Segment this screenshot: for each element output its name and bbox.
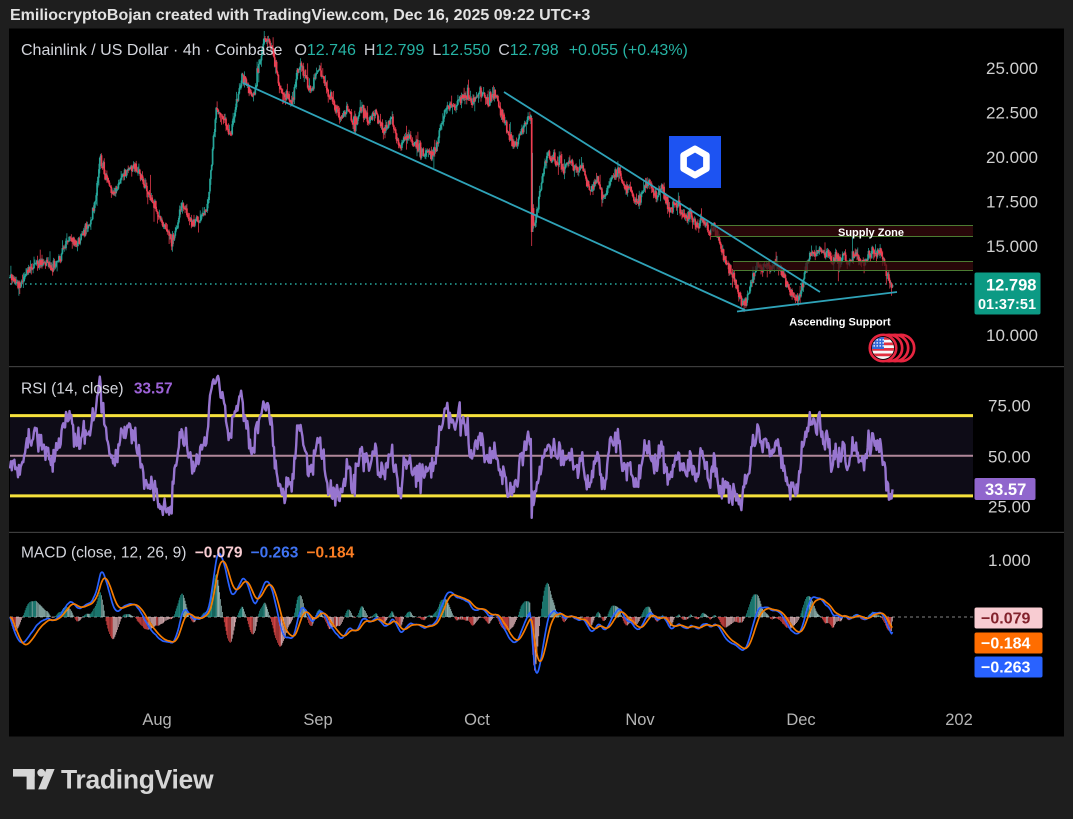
svg-text:25.00: 25.00 xyxy=(988,498,1031,517)
svg-text:EmiliocryptoBojan created with: EmiliocryptoBojan created with TradingVi… xyxy=(10,7,590,24)
svg-text:50.00: 50.00 xyxy=(988,448,1031,467)
svg-text:−0.079: −0.079 xyxy=(981,611,1030,628)
svg-text:22.500: 22.500 xyxy=(986,104,1038,123)
svg-text:Sep: Sep xyxy=(303,711,332,729)
svg-text:33.57: 33.57 xyxy=(985,481,1026,499)
svg-text:15.000: 15.000 xyxy=(986,237,1038,256)
svg-text:Ascending Support: Ascending Support xyxy=(789,317,891,329)
svg-text:RSI (14, close) 33.57: RSI (14, close) 33.57 xyxy=(21,381,173,398)
svg-text:10.000: 10.000 xyxy=(986,326,1038,345)
svg-text:Chainlink / US Dollar · 4h · C: Chainlink / US Dollar · 4h · Coinbase O12… xyxy=(21,42,688,59)
svg-text:17.500: 17.500 xyxy=(986,192,1038,211)
svg-text:01:37:51: 01:37:51 xyxy=(978,297,1036,313)
svg-text:Dec: Dec xyxy=(786,711,815,729)
svg-text:Supply Zone: Supply Zone xyxy=(838,227,904,239)
svg-text:12.798: 12.798 xyxy=(986,277,1036,295)
svg-text:−0.184: −0.184 xyxy=(981,636,1030,653)
svg-text:Oct: Oct xyxy=(464,711,490,729)
svg-text:TradingView: TradingView xyxy=(61,765,214,795)
svg-text:202: 202 xyxy=(945,711,973,729)
svg-text:20.000: 20.000 xyxy=(986,148,1038,167)
svg-text:Nov: Nov xyxy=(625,711,655,729)
svg-text:Aug: Aug xyxy=(142,711,171,729)
svg-text:MACD (close, 12, 26, 9) −0.079: MACD (close, 12, 26, 9) −0.079 −0.263 −0.1… xyxy=(21,545,355,562)
svg-text:−0.263: −0.263 xyxy=(981,660,1030,677)
svg-text:1.000: 1.000 xyxy=(988,551,1031,570)
svg-text:25.000: 25.000 xyxy=(986,59,1038,78)
svg-text:75.00: 75.00 xyxy=(988,397,1031,416)
